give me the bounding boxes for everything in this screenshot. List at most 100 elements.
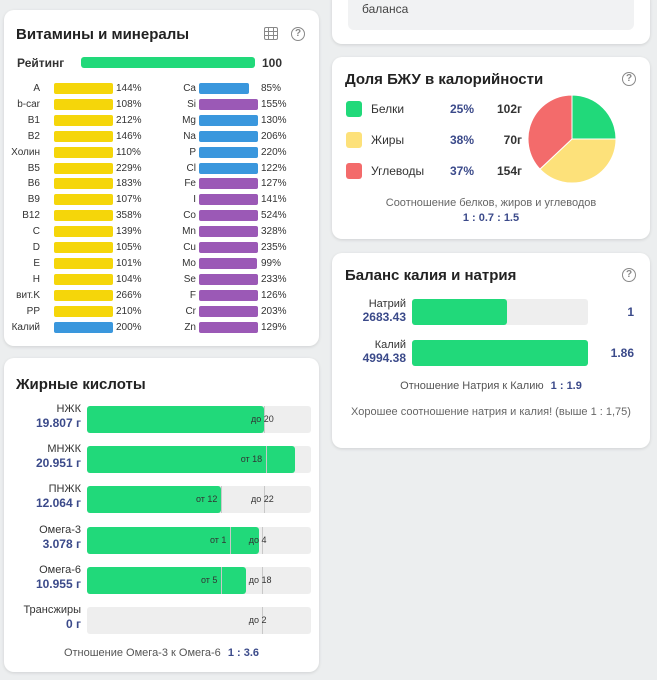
- vitamin-name: C: [32, 226, 40, 238]
- vitamin-name: Mn: [182, 226, 196, 238]
- vitamin-row: Mn 328%: [4, 225, 319, 238]
- vitamin-value: 358%: [116, 210, 142, 222]
- macro-grams: 102г: [496, 102, 522, 116]
- vitamin-value: 101%: [116, 257, 142, 269]
- vitamin-name: B2: [27, 130, 40, 142]
- fat-acid-track: от 12 до 22: [87, 486, 311, 514]
- kn-fill: [412, 340, 588, 366]
- vitamin-row: Na 206%: [4, 130, 319, 143]
- vitamin-value: 108%: [116, 98, 142, 110]
- fat-acid-limit-label: до 20: [250, 414, 274, 424]
- macro-name: Жиры: [371, 133, 405, 147]
- vitamin-bar: [54, 242, 113, 253]
- vitamin-name: B1: [27, 114, 40, 126]
- vitamin-row: b-car 108%: [4, 98, 319, 111]
- vitamin-bar: [199, 226, 258, 238]
- fat-acid-limit-label: до 4: [248, 534, 267, 545]
- rating-label: Рейтинг: [17, 56, 65, 70]
- vitamin-value: 110%: [116, 146, 141, 158]
- omega-ratio-label: Отношение Омега-3 к Омега-6: [63, 647, 221, 659]
- kn-value: 2683.43: [362, 310, 406, 324]
- kn-fill: [412, 299, 508, 325]
- vitamin-row: B6 183%: [4, 177, 319, 190]
- vitamin-row: Холин 110%: [4, 146, 319, 159]
- vitamin-value: 99%: [261, 257, 282, 269]
- vitamin-value: 141%: [261, 194, 287, 206]
- vitamin-name: P: [189, 146, 196, 158]
- vitamin-bar: [199, 178, 258, 190]
- vitamin-bar: [54, 146, 113, 158]
- fat-acid-limit-label: от 12: [195, 494, 218, 505]
- help-icon[interactable]: ?: [622, 268, 636, 282]
- help-icon[interactable]: ?: [291, 27, 305, 41]
- kn-track: [412, 340, 588, 366]
- vitamin-row: C 139%: [4, 225, 319, 238]
- table-icon[interactable]: [264, 27, 278, 40]
- vitamin-name: B9: [27, 194, 40, 206]
- macros-card: Доля БЖУ в калорийности ? Белки 25% 102г Жи…: [332, 57, 650, 239]
- fat-acid-row: Омега-6 10.955 г от 5 до 18: [4, 564, 324, 606]
- vitamin-value: 229%: [116, 162, 142, 174]
- vitamin-row: Fe 127%: [4, 177, 319, 190]
- fat-acid-track: от 5 до 18: [87, 566, 311, 594]
- vitamin-value: 107%: [116, 194, 142, 206]
- vitamin-value: 139%: [116, 226, 142, 238]
- vitamin-row: F 126%: [4, 289, 319, 302]
- vitamin-bar: [54, 226, 113, 238]
- fat-acid-limit-tick: [266, 446, 268, 474]
- vitamin-row: Si 155%: [4, 98, 319, 111]
- macro-grams: 70г: [503, 133, 522, 147]
- vitamin-name: Mg: [182, 114, 196, 126]
- rating-value: 100: [262, 56, 283, 70]
- vitamin-bar: [199, 114, 258, 126]
- vitamin-row: B2 146%: [4, 130, 319, 143]
- kn-ratio-number: 1.86: [610, 346, 634, 360]
- macros-pie: [528, 95, 616, 183]
- fat-acids-card: Жирные кислоты НЖК 19.807 г до 20 МНЖК 20.95…: [4, 358, 319, 672]
- fat-acid-track: от 1 до 4: [87, 526, 311, 554]
- vitamin-value: 144%: [116, 83, 142, 94]
- vitamin-value: 85%: [261, 83, 282, 94]
- pie-slice: [528, 95, 573, 170]
- vitamin-row: Cr 203%: [4, 305, 319, 318]
- kn-track: [412, 299, 588, 325]
- vitamin-bar: [199, 83, 250, 94]
- omega-ratio: Отношение Омега-3 к Омега-6 1 : 3.6: [4, 647, 319, 659]
- macro-name: Углеводы: [371, 164, 425, 178]
- vitamin-name: Cl: [186, 162, 196, 174]
- vitamin-value: 130%: [261, 114, 287, 126]
- vitamin-value: 206%: [261, 130, 287, 142]
- vitamin-value: 212%: [116, 114, 142, 126]
- fat-acid-limit-label: до 2: [248, 615, 267, 625]
- vitamin-bar: [54, 178, 113, 190]
- macro-color-swatch: [346, 163, 362, 179]
- macro-percent: 25%: [450, 102, 475, 116]
- vitamin-name: вит.K: [16, 289, 40, 301]
- vitamins-card: Витамины и минералы ? Рейтинг 100 A 144% b…: [4, 10, 319, 346]
- vitamin-name: Co: [183, 210, 196, 222]
- vitamin-name: Cr: [185, 305, 196, 317]
- vitamin-name: H: [32, 273, 40, 285]
- fat-acid-fill: [87, 526, 260, 554]
- fat-acid-limit-tick: [263, 486, 265, 514]
- vitamin-row: Cu 235%: [4, 241, 319, 254]
- macro-percent: 37%: [450, 164, 475, 178]
- fat-acid-name: МНЖК: [47, 443, 81, 456]
- vitamin-value: 210%: [116, 305, 142, 317]
- kn-ratio-value: 1 : 1.9: [550, 380, 582, 392]
- vitamin-row: P 220%: [4, 146, 319, 159]
- fat-acid-limit-tick: [230, 526, 232, 554]
- vitamin-value: 328%: [261, 226, 287, 238]
- kn-name: Калий: [374, 339, 406, 351]
- help-icon[interactable]: ?: [622, 72, 636, 86]
- vitamin-bar: [54, 210, 113, 222]
- fat-acid-value: 20.951 г: [35, 456, 81, 471]
- fat-acid-limit-tick: [263, 406, 265, 433]
- fat-acid-row: Омега-3 3.078 г от 1 до 4: [4, 524, 324, 566]
- kn-note: Хорошее соотношение натрия и калия! (выш…: [351, 406, 631, 418]
- vitamin-row: вит.K 266%: [4, 289, 319, 302]
- vitamin-name: Mo: [182, 257, 196, 269]
- vitamin-value: 203%: [261, 305, 287, 317]
- vitamin-name: F: [189, 289, 196, 301]
- vitamin-name: B12: [22, 210, 40, 222]
